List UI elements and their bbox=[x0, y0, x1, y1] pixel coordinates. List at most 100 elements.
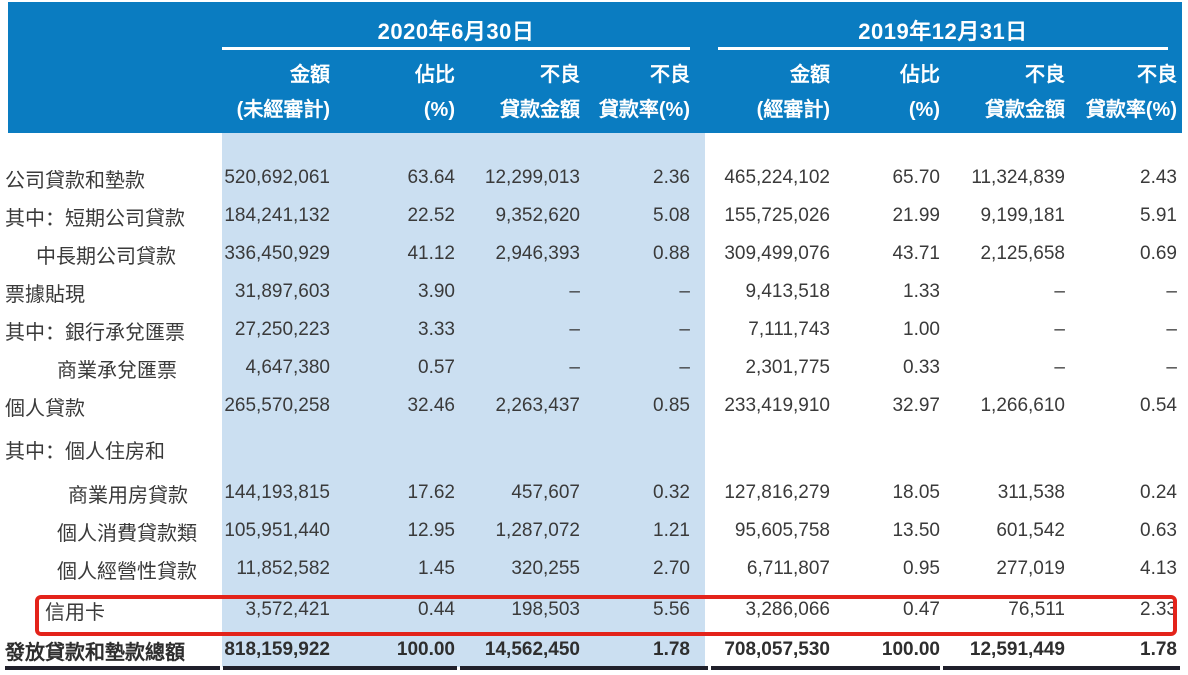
cell: 12,591,449 bbox=[969, 639, 1065, 660]
cell: 1.21 bbox=[653, 520, 690, 541]
column-header-line1: 不良 bbox=[1137, 64, 1177, 86]
cell: – bbox=[1054, 281, 1065, 302]
cell: 1.00 bbox=[903, 319, 940, 340]
row-label: 票據貼現 bbox=[5, 283, 85, 306]
column-header-line1: 佔比 bbox=[900, 64, 940, 86]
cell: 13.50 bbox=[892, 520, 940, 541]
table-row: 其中：銀行承兌匯票 27,250,223 3.33 – – 7,111,743 1.00 – – bbox=[0, 311, 1177, 349]
table-row: 商業承兌匯票 4,647,380 0.57 – – 2,301,775 0.33 – – bbox=[0, 349, 1177, 387]
cell: – bbox=[569, 357, 580, 378]
table-row: 票據貼現 31,897,603 3.90 – – 9,413,518 1.33 – – bbox=[0, 273, 1177, 311]
cell: 4,647,380 bbox=[245, 357, 330, 378]
bottom-rule-segment bbox=[943, 666, 1180, 670]
cell: 601,542 bbox=[996, 520, 1065, 541]
column-header-1-3: 不良貸款率(%) bbox=[1065, 58, 1177, 128]
cell: 0.63 bbox=[1140, 520, 1177, 541]
cell: 11,324,839 bbox=[971, 167, 1065, 188]
cell: 818,159,922 bbox=[224, 639, 330, 660]
cell: 0.85 bbox=[653, 395, 690, 416]
bottom-rule-segment bbox=[460, 666, 708, 670]
cell: 6,711,807 bbox=[746, 558, 830, 579]
cell: 41.12 bbox=[407, 243, 455, 264]
cell: – bbox=[1054, 319, 1065, 340]
column-header-line1: 佔比 bbox=[415, 64, 455, 86]
column-header-line2: (%) bbox=[423, 99, 455, 121]
cell: 465,224,102 bbox=[724, 167, 830, 188]
period-heading-2020: 2020年6月30日 bbox=[377, 19, 535, 44]
cell: 233,419,910 bbox=[724, 395, 830, 416]
bottom-rule-segment bbox=[711, 666, 940, 670]
cell: 3.90 bbox=[418, 281, 455, 302]
column-header-line2: (未經審計) bbox=[236, 99, 330, 121]
table-row: 其中：短期公司貸款 184,241,132 22.52 9,352,620 5.08 15… bbox=[0, 197, 1177, 235]
table-row: 個人消費貸款類 105,951,440 12.95 1,287,072 1.21 95,6… bbox=[0, 512, 1177, 550]
table-row: 個人經營性貸款 11,852,582 1.45 320,255 2.70 6,711,80… bbox=[0, 550, 1177, 588]
cell: 2,125,658 bbox=[980, 243, 1065, 264]
cell: 9,413,518 bbox=[745, 281, 830, 302]
cell: 336,450,929 bbox=[224, 243, 330, 264]
cell: 63.64 bbox=[407, 167, 455, 188]
column-header-line1: 不良 bbox=[1025, 64, 1065, 86]
cell: – bbox=[569, 319, 580, 340]
cell: 0.32 bbox=[653, 482, 690, 503]
cell: 105,951,440 bbox=[224, 520, 330, 541]
cell: 2,946,393 bbox=[495, 243, 580, 264]
row-label: 信用卡 bbox=[45, 601, 105, 624]
table-row: 發放貸款和墊款總額 818,159,922 100.00 14,562,450 1.78… bbox=[0, 632, 1177, 668]
bottom-rule-segment bbox=[5, 666, 220, 670]
cell: 0.54 bbox=[1140, 395, 1177, 416]
cell: 32.97 bbox=[892, 395, 940, 416]
cell: 0.33 bbox=[903, 357, 940, 378]
column-headers: 金額 (未經審計) 佔比 (%) 不良 貸款金額 不良 貸款率(%) 金額 (經審計) 佔比 (%) 不… bbox=[0, 58, 1177, 128]
cell: 2,301,775 bbox=[745, 357, 830, 378]
cell: 1.33 bbox=[903, 281, 940, 302]
row-label: 其中：銀行承兌匯票 bbox=[5, 321, 185, 344]
table-row-credit-card: 信用卡 3,572,421 0.44 198,503 5.56 3,286,066 0.47… bbox=[0, 588, 1177, 632]
row-label: 個人貸款 bbox=[5, 397, 85, 420]
row-label: 發放貸款和墊款總額 bbox=[5, 641, 185, 664]
table-body: 公司貸款和墊款 520,692,061 63.64 12,299,013 2.36 465… bbox=[0, 133, 1177, 668]
column-header-line2: (經審計) bbox=[756, 99, 830, 121]
row-label: 公司貸款和墊款 bbox=[5, 169, 145, 192]
column-header-line1: 金額 bbox=[790, 64, 830, 86]
cell: 1.78 bbox=[653, 639, 690, 660]
cell: – bbox=[1166, 357, 1177, 378]
cell: 2.43 bbox=[1140, 167, 1177, 188]
column-header-1-1: 佔比 (%) bbox=[830, 58, 940, 128]
period-underline-2020 bbox=[222, 47, 690, 50]
cell: 520,692,061 bbox=[224, 167, 330, 188]
column-header-line1: 不良 bbox=[540, 64, 580, 86]
cell: 2.33 bbox=[1140, 599, 1177, 620]
column-header-line2: 貸款率(%) bbox=[1085, 99, 1177, 121]
table-bottom-rule bbox=[5, 666, 1180, 670]
cell: 2,263,437 bbox=[495, 395, 580, 416]
column-header-0-2: 不良 貸款金額 bbox=[455, 58, 580, 128]
column-header-0-0: 金額 (未經審計) bbox=[222, 58, 330, 128]
cell: 12,299,013 bbox=[484, 167, 580, 188]
cell: 27,250,223 bbox=[234, 319, 330, 340]
cell: 1.45 bbox=[418, 558, 455, 579]
cell: 0.69 bbox=[1140, 243, 1177, 264]
cell: 309,499,076 bbox=[724, 243, 830, 264]
cell: – bbox=[1166, 319, 1177, 340]
cell: 1.78 bbox=[1140, 639, 1177, 660]
table-row: 商業用房貸款 144,193,815 17.62 457,607 0.32 127,816… bbox=[0, 474, 1177, 512]
cell: 5.56 bbox=[653, 599, 690, 620]
cell: 100.00 bbox=[396, 639, 455, 660]
cell: 3,572,421 bbox=[245, 599, 330, 620]
cell: 22.52 bbox=[407, 205, 455, 226]
cell: 127,816,279 bbox=[724, 482, 830, 503]
cell: 9,199,181 bbox=[980, 205, 1065, 226]
cell: 31,897,603 bbox=[234, 281, 330, 302]
cell: 3.33 bbox=[418, 319, 455, 340]
cell: 0.47 bbox=[903, 599, 940, 620]
column-header-line1: 不良 bbox=[650, 64, 690, 86]
cell: 708,057,530 bbox=[724, 639, 830, 660]
cell: 198,503 bbox=[511, 599, 580, 620]
cell: – bbox=[569, 281, 580, 302]
cell: 2.70 bbox=[653, 558, 690, 579]
cell: 12.95 bbox=[407, 520, 455, 541]
cell: 277,019 bbox=[996, 558, 1065, 579]
cell: 457,607 bbox=[511, 482, 580, 503]
